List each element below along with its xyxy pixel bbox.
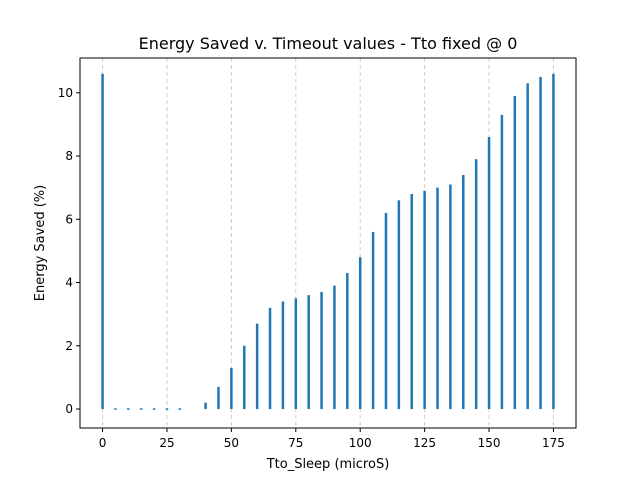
- bar: [165, 408, 169, 410]
- bar: [294, 298, 298, 410]
- bar: [217, 386, 220, 410]
- bar: [139, 408, 143, 410]
- bar: [255, 323, 259, 410]
- y-tick-label: 4: [65, 276, 73, 290]
- bar: [204, 402, 207, 410]
- bar: [371, 231, 375, 410]
- y-axis-ticks: 0 2 4 6 8 10: [58, 86, 80, 416]
- bar: [127, 408, 130, 410]
- bar: [526, 83, 529, 410]
- bar: [346, 273, 349, 410]
- bar: [307, 295, 310, 410]
- x-tick-label: 150: [478, 436, 501, 450]
- bar: [243, 345, 246, 410]
- bar: [474, 159, 478, 410]
- plot-frame: [79, 57, 577, 429]
- x-axis-label: Tto_Sleep (microS): [266, 457, 390, 472]
- x-tick-label: 0: [99, 436, 107, 450]
- bar: [487, 137, 491, 410]
- bar: [178, 408, 182, 410]
- bar: [101, 73, 104, 410]
- bar: [552, 73, 555, 410]
- bar: [152, 408, 156, 410]
- bar: [436, 187, 439, 410]
- x-tick-label: 175: [542, 436, 565, 450]
- bar: [230, 367, 233, 410]
- x-tick-label: 50: [224, 436, 239, 450]
- bar: [513, 95, 517, 410]
- plot-area: [80, 58, 576, 428]
- y-tick-label: 2: [65, 339, 73, 353]
- bars-layer: [101, 73, 555, 410]
- bar: [500, 114, 504, 410]
- y-tick-label: 0: [65, 402, 73, 416]
- bar: [281, 301, 285, 410]
- bar: [114, 408, 117, 410]
- bar: [462, 175, 465, 410]
- x-tick-label: 25: [159, 436, 174, 450]
- y-tick-label: 8: [65, 149, 73, 163]
- bar: [320, 292, 323, 410]
- x-tick-label: 100: [349, 436, 372, 450]
- bar: [539, 76, 542, 410]
- bar: [384, 212, 388, 410]
- x-axis-ticks: 0 25 50 75 100 125 150 175: [99, 428, 565, 450]
- y-tick-label: 6: [65, 212, 73, 226]
- bar: [423, 190, 426, 410]
- bar: [397, 200, 401, 410]
- bar: [410, 193, 413, 410]
- y-tick-label: 10: [58, 86, 73, 100]
- chart-title: Energy Saved v. Timeout values - Tto fix…: [139, 34, 518, 53]
- bar: [333, 285, 336, 410]
- bar: [358, 257, 362, 410]
- bar: [449, 184, 452, 410]
- bar: [268, 307, 272, 410]
- y-axis-label: Energy Saved (%): [33, 185, 48, 301]
- x-tick-label: 75: [288, 436, 303, 450]
- x-tick-label: 125: [413, 436, 436, 450]
